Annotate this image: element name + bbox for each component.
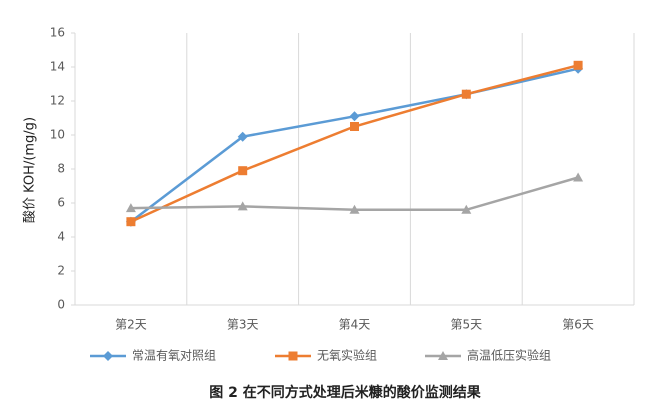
y-tick-label: 2 [57,264,65,278]
y-tick-label: 8 [57,162,65,176]
x-tick-label: 第2天 [115,318,147,332]
y-axis-label: 酸价 KOH/(mg/g) [23,117,38,223]
marker [573,172,584,182]
x-tick-label: 第3天 [227,318,259,332]
legend-label: 无氧实验组 [317,348,377,363]
marker [349,204,360,214]
legend-label: 常温有氧对照组 [132,349,216,363]
marker [237,201,248,211]
y-tick-label: 14 [50,60,65,74]
marker [438,351,448,360]
y-tick-label: 4 [57,230,65,244]
marker [573,60,583,70]
marker [237,131,248,142]
y-tick-label: 12 [50,94,65,108]
x-tick-label: 第4天 [339,318,371,332]
marker [238,166,248,176]
y-tick-label: 16 [50,26,65,40]
marker [349,111,360,122]
marker [461,89,471,99]
x-tick-label: 第6天 [562,318,594,332]
marker [288,351,298,361]
marker [103,351,113,361]
marker [126,217,136,227]
y-tick-label: 0 [57,298,65,312]
caption: 图 2 在不同方式处理后米糠的酸价监测结果 [209,384,481,401]
y-tick-label: 6 [57,196,65,210]
series-line [130,64,579,223]
marker [350,122,359,131]
marker [461,204,472,214]
legend-label: 高温低压实验组 [467,348,551,363]
series-line [130,67,579,223]
marker [125,203,136,213]
x-tick-label: 第5天 [450,318,482,332]
y-tick-label: 10 [50,128,65,142]
